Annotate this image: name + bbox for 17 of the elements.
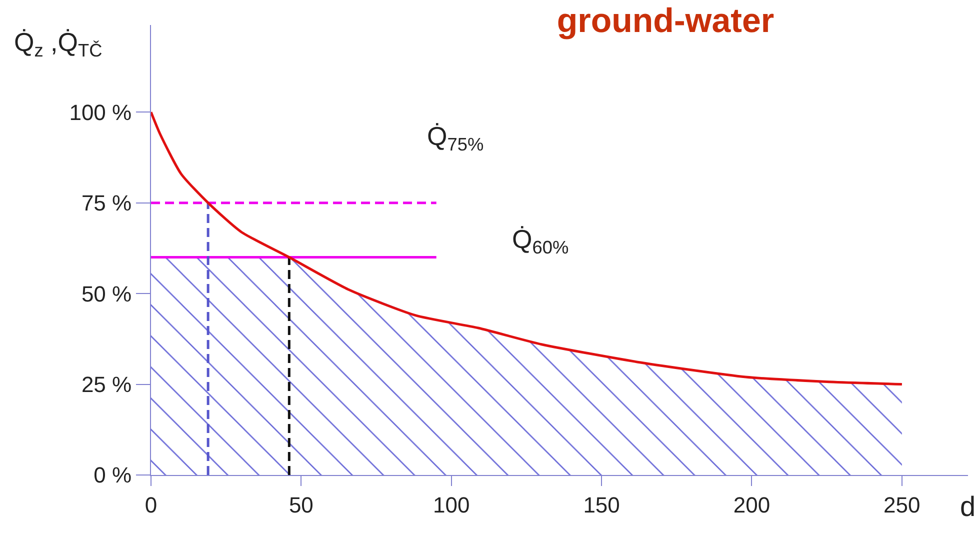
annotation: Q̇$_{60%}$: [512, 224, 569, 258]
x-tick-label: 250: [884, 492, 920, 518]
y-tick-label: 75 %: [81, 190, 132, 216]
x-axis-title: d: [960, 491, 976, 522]
x-tick-label: 50: [288, 492, 314, 518]
x-tick-label: 200: [733, 492, 770, 518]
chart-title: ground-water: [556, 2, 774, 40]
y-tick-label: 25 %: [81, 372, 132, 397]
x-tick-label: 0: [144, 492, 158, 518]
y-tick-label: 50 %: [81, 281, 132, 306]
annotation: Q̇$_{75%}$: [427, 121, 484, 154]
line-series: [151, 110, 904, 386]
y-axis-title: Q̇$_{z}$ ,Q̇$_{TČ}$: [14, 27, 102, 60]
y-tick-label: 100 %: [69, 100, 132, 125]
y-tick-label: 0 %: [94, 462, 132, 488]
x-tick-label: 150: [583, 492, 620, 518]
x-tick-label: 100: [433, 492, 470, 518]
